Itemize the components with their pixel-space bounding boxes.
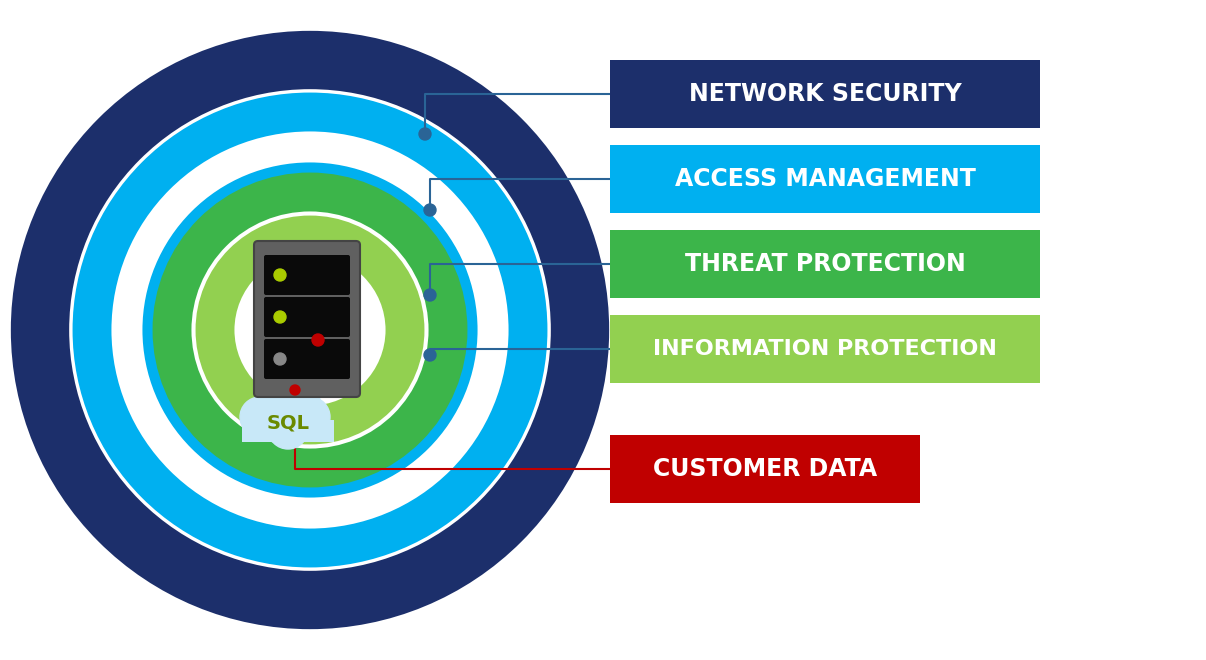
FancyBboxPatch shape xyxy=(254,241,361,397)
Circle shape xyxy=(425,289,437,301)
Circle shape xyxy=(274,311,286,323)
Text: THREAT PROTECTION: THREAT PROTECTION xyxy=(685,252,965,276)
Circle shape xyxy=(258,278,362,382)
Circle shape xyxy=(425,349,437,361)
FancyBboxPatch shape xyxy=(610,145,1040,213)
Circle shape xyxy=(289,385,300,395)
FancyBboxPatch shape xyxy=(242,420,334,442)
Text: ACCESS MANAGEMENT: ACCESS MANAGEMENT xyxy=(674,167,976,191)
Circle shape xyxy=(268,409,308,449)
Circle shape xyxy=(312,334,324,346)
Text: INFORMATION PROTECTION: INFORMATION PROTECTION xyxy=(654,339,997,359)
Text: SQL: SQL xyxy=(267,414,310,432)
FancyBboxPatch shape xyxy=(610,60,1040,128)
Circle shape xyxy=(289,397,330,437)
FancyBboxPatch shape xyxy=(264,339,350,379)
Circle shape xyxy=(274,353,286,365)
Circle shape xyxy=(418,128,431,140)
Circle shape xyxy=(425,204,437,216)
Circle shape xyxy=(274,269,286,281)
Text: CUSTOMER DATA: CUSTOMER DATA xyxy=(652,457,877,481)
FancyBboxPatch shape xyxy=(610,230,1040,298)
Text: NETWORK SECURITY: NETWORK SECURITY xyxy=(689,82,961,106)
Circle shape xyxy=(240,397,280,437)
FancyBboxPatch shape xyxy=(264,297,350,337)
FancyBboxPatch shape xyxy=(264,255,350,295)
FancyBboxPatch shape xyxy=(610,435,920,503)
Circle shape xyxy=(256,371,320,435)
FancyBboxPatch shape xyxy=(610,315,1040,383)
